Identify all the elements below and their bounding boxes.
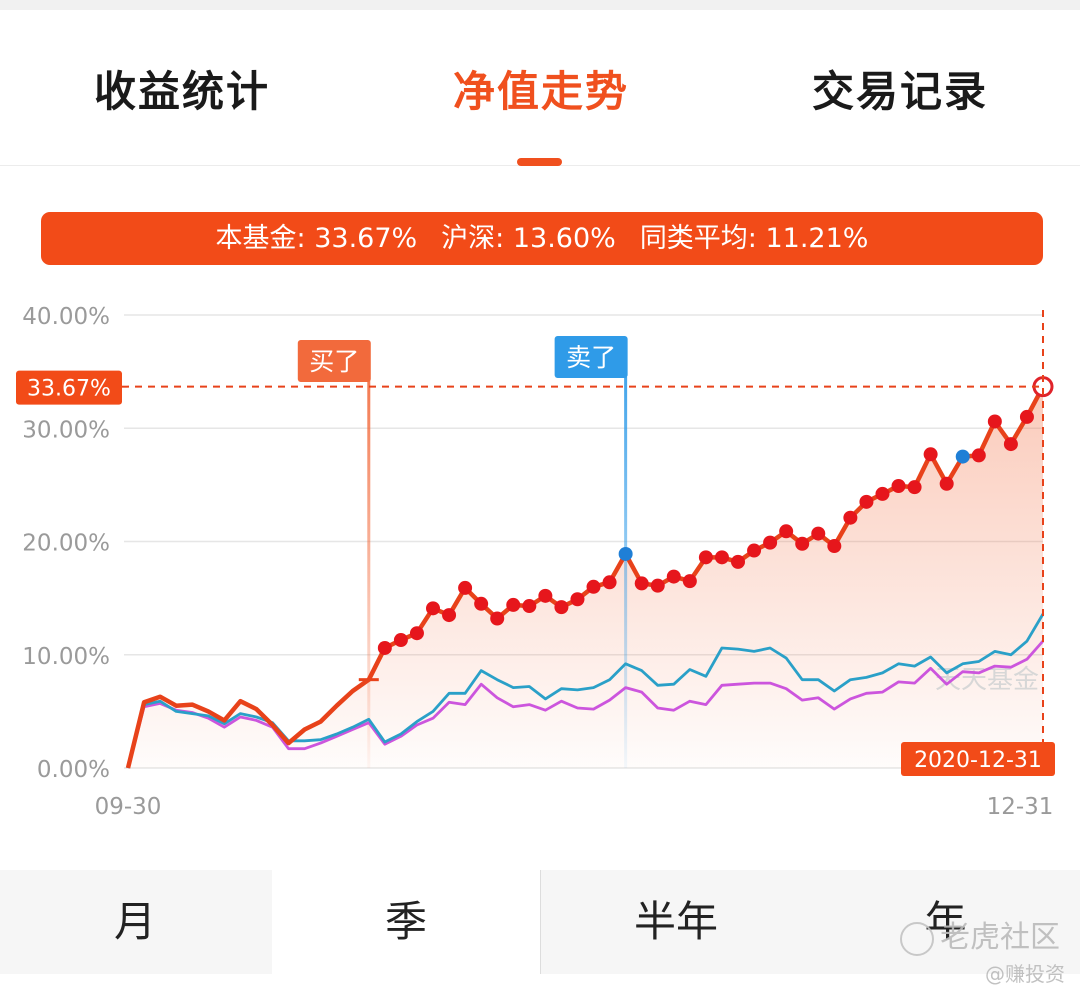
fund-series-line — [125, 385, 1045, 769]
fund-data-point — [666, 569, 681, 584]
fund-data-point — [779, 524, 794, 539]
fund-data-point — [875, 486, 890, 501]
x-tick-label: 12-31 — [987, 794, 1054, 820]
brand-watermark: 老虎社区 — [900, 912, 1060, 956]
fund-data-point — [490, 611, 505, 626]
fund-data-point — [987, 414, 1002, 429]
buy-tag-bg[interactable] — [297, 340, 371, 382]
buy-tag-label: 买了 — [309, 347, 359, 376]
period-half-year[interactable]: 半年 — [633, 897, 718, 946]
fund-data-point — [570, 592, 585, 607]
fund-data-point — [843, 510, 858, 525]
end-date-label-bg — [901, 742, 1055, 776]
fund-data-point — [650, 578, 665, 593]
fund-area-fill — [128, 386, 1043, 768]
y-tick-label: 20.00% — [22, 531, 110, 557]
active-tab-indicator — [517, 158, 562, 166]
y-tick-label: 10.00% — [22, 644, 110, 670]
fund-data-point — [409, 626, 424, 641]
fund-data-point — [714, 550, 729, 565]
fund-data-point — [698, 550, 713, 565]
fund-data-point — [731, 554, 745, 569]
brand-watermark-text: 老虎社区 — [940, 920, 1060, 955]
hs-return: 沪深: 13.60% — [441, 223, 616, 254]
fund-data-point — [907, 480, 922, 495]
fund-data-point — [747, 543, 762, 558]
fund-data-point — [618, 546, 633, 561]
sell-tag-label: 卖了 — [566, 343, 616, 372]
fund-data-point — [827, 539, 842, 554]
sell-tag-bg[interactable] — [554, 336, 628, 378]
fund-data-point — [682, 574, 697, 589]
fund-data-point — [923, 447, 938, 462]
peer-series-line — [126, 640, 1045, 769]
fund-data-point — [426, 601, 440, 616]
fund-data-point — [763, 535, 778, 550]
period-month[interactable]: 月 — [113, 897, 156, 946]
fund-data-point — [393, 633, 408, 648]
fund-data-point — [955, 449, 970, 464]
tab-nav-trend[interactable]: 净值走势 — [453, 67, 630, 116]
tab-returns-stats[interactable]: 收益统计 — [94, 67, 271, 116]
nav-trend-chart[interactable]: 0.00%10.00%20.00%30.00%40.00%09-30 12-31 … — [0, 280, 1080, 840]
y-tick-label: 40.00% — [22, 304, 110, 330]
tiger-logo-icon — [900, 921, 934, 956]
fund-data-point — [474, 596, 489, 611]
period-divider — [540, 870, 541, 974]
fund-data-point — [859, 494, 874, 509]
current-value-label: 33.67% — [27, 377, 111, 402]
fund-data-point — [538, 588, 553, 603]
fund-data-point — [634, 576, 649, 591]
top-strip — [0, 0, 1080, 10]
fund-data-point — [377, 640, 392, 655]
y-tick-label: 30.00% — [22, 417, 110, 443]
y-tick-label: 0.00% — [37, 757, 110, 783]
tab-bar: 收益统计 净值走势 交易记录 — [0, 10, 1080, 166]
fund-data-point — [891, 479, 906, 494]
period-selector: 月 季 半年 年 — [0, 870, 1080, 974]
fund-data-point — [554, 600, 569, 615]
current-value-label-bg — [16, 370, 122, 405]
fund-data-point — [522, 599, 537, 614]
fund-data-point — [586, 579, 601, 594]
sell-marker-line — [624, 377, 628, 768]
fund-return: 本基金: 33.67% — [215, 223, 418, 254]
fund-data-point — [811, 526, 826, 541]
fund-data-point — [458, 580, 473, 595]
x-tick-label: 09-30 — [95, 794, 162, 820]
fund-data-point — [971, 448, 986, 463]
period-quarter[interactable]: 季 — [272, 870, 540, 974]
end-date-label: 2020-12-31 — [914, 748, 1042, 773]
buy-point-marker — [358, 678, 379, 682]
tab-trade-records[interactable]: 交易记录 — [812, 67, 989, 116]
peer-return: 同类平均: 11.21% — [639, 223, 869, 254]
returns-summary-bar: 本基金: 33.67% 沪深: 13.60% 同类平均: 11.21% — [41, 212, 1043, 265]
fund-data-point — [939, 476, 954, 491]
fund-data-point — [442, 608, 457, 623]
fund-data-point — [506, 597, 521, 612]
fund-data-point — [1003, 437, 1018, 452]
fund-data-point — [1019, 409, 1034, 424]
buy-marker-line — [367, 377, 371, 768]
fund-data-point — [602, 575, 617, 590]
author-watermark: @赚投资 — [985, 962, 1065, 986]
fund-data-point — [795, 536, 810, 551]
